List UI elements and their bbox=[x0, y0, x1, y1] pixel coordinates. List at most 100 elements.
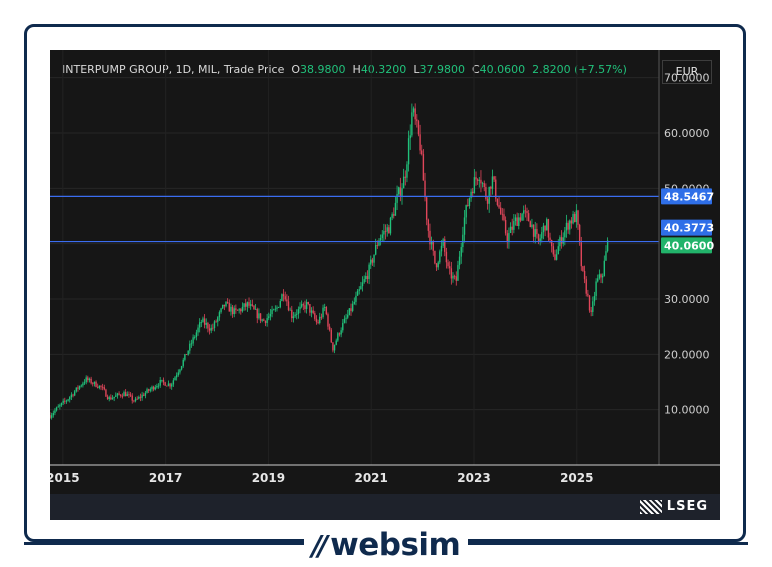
candle-body bbox=[554, 254, 556, 260]
candle-body bbox=[412, 108, 415, 113]
candle-body bbox=[542, 225, 545, 233]
candle-body bbox=[452, 275, 454, 279]
candle-body bbox=[407, 138, 410, 165]
candle-body bbox=[256, 309, 258, 319]
candle-body bbox=[439, 251, 441, 263]
chart-panel[interactable]: INTERPUMP GROUP, 1D, MIL, Trade Price O3… bbox=[50, 50, 720, 520]
candle-body bbox=[442, 239, 444, 246]
chart-footer: LSEG bbox=[50, 494, 720, 520]
candle-body bbox=[398, 187, 400, 195]
candle-body bbox=[480, 179, 482, 184]
candle-body bbox=[421, 150, 423, 155]
candle-body bbox=[575, 210, 578, 223]
currency-button[interactable]: EUR bbox=[662, 60, 712, 84]
candle-body bbox=[108, 397, 110, 400]
candle-body bbox=[136, 398, 138, 400]
candle-body bbox=[603, 260, 606, 276]
candle-body bbox=[212, 327, 214, 329]
candle-body bbox=[506, 233, 508, 243]
price-label-bg bbox=[661, 188, 712, 205]
candle-body bbox=[447, 262, 449, 267]
candle-body bbox=[320, 316, 323, 318]
candle-body bbox=[296, 313, 298, 315]
candle-body bbox=[337, 333, 339, 341]
x-tick-label: 2019 bbox=[252, 471, 285, 485]
candle-body bbox=[93, 381, 96, 384]
price-label: 40.0600 bbox=[664, 239, 714, 252]
candle-body bbox=[268, 316, 270, 319]
candle-body bbox=[532, 224, 535, 237]
candle-body bbox=[292, 316, 295, 319]
candle-body bbox=[427, 219, 430, 231]
candle-body bbox=[305, 301, 308, 309]
candle-body bbox=[516, 217, 518, 227]
candle-body bbox=[246, 302, 249, 307]
candle-body bbox=[129, 394, 132, 396]
candle-body bbox=[564, 230, 566, 238]
candle-body bbox=[511, 226, 513, 230]
candle-body bbox=[248, 302, 250, 306]
y-tick-label: 30.0000 bbox=[664, 293, 710, 306]
candle-body bbox=[592, 301, 594, 312]
candle-body bbox=[549, 237, 551, 240]
candle-body bbox=[557, 246, 559, 255]
candle-body bbox=[440, 245, 443, 252]
candle-body bbox=[205, 323, 207, 325]
candle-body bbox=[157, 385, 160, 387]
candle-body bbox=[286, 299, 288, 302]
candle-body bbox=[77, 387, 79, 389]
lseg-logo: LSEG bbox=[639, 499, 708, 514]
candle-body bbox=[434, 250, 436, 264]
websim-wordmark: websim bbox=[330, 527, 461, 563]
price-label: 40.3773 bbox=[664, 222, 714, 235]
candle-body bbox=[449, 266, 451, 269]
candle-body bbox=[509, 226, 512, 234]
candle-body bbox=[388, 227, 390, 234]
candle-body bbox=[101, 386, 104, 388]
price-chart[interactable]: 10.000020.000030.000040.000050.000060.00… bbox=[50, 50, 720, 494]
candle-body bbox=[574, 213, 576, 223]
candle-body bbox=[374, 245, 377, 255]
candle-body bbox=[55, 407, 58, 411]
candle-body bbox=[161, 379, 163, 381]
candle-body bbox=[264, 320, 267, 323]
candle-body bbox=[539, 238, 541, 242]
candle-body bbox=[147, 389, 150, 391]
lseg-icon bbox=[639, 499, 662, 514]
candle-body bbox=[287, 301, 290, 311]
candle-body bbox=[332, 342, 334, 351]
candle-body bbox=[294, 314, 296, 317]
candle-body bbox=[282, 294, 285, 297]
candle-body bbox=[80, 385, 82, 387]
candle-body bbox=[580, 242, 582, 267]
candle-body bbox=[182, 359, 184, 367]
candle-body bbox=[164, 382, 166, 386]
candle-body bbox=[233, 308, 235, 315]
candle-body bbox=[351, 303, 354, 311]
candle-body bbox=[134, 398, 137, 402]
candle-body bbox=[348, 308, 351, 315]
candle-body bbox=[588, 295, 591, 311]
candle-body bbox=[531, 224, 533, 228]
candle-body bbox=[475, 177, 477, 180]
candle-body bbox=[179, 369, 181, 373]
candle-body bbox=[593, 295, 596, 302]
low-label: L bbox=[413, 63, 420, 76]
open-value: 38.9800 bbox=[300, 63, 346, 76]
candle-body bbox=[103, 387, 105, 390]
candle-body bbox=[565, 222, 568, 231]
websim-logo[interactable]: // websim bbox=[303, 527, 469, 563]
candle-body bbox=[323, 306, 326, 308]
x-tick-label: 2021 bbox=[354, 471, 387, 485]
candle-body bbox=[529, 221, 531, 228]
candle-body bbox=[402, 176, 405, 189]
x-tick-label: 2017 bbox=[149, 471, 182, 485]
candle-body bbox=[547, 219, 550, 238]
candle-body bbox=[384, 231, 387, 232]
candle-body bbox=[228, 302, 230, 312]
candle-body bbox=[231, 306, 234, 315]
candle-body bbox=[590, 310, 592, 312]
candle-body bbox=[353, 301, 355, 304]
candle-body bbox=[485, 187, 487, 199]
candle-body bbox=[302, 304, 305, 306]
